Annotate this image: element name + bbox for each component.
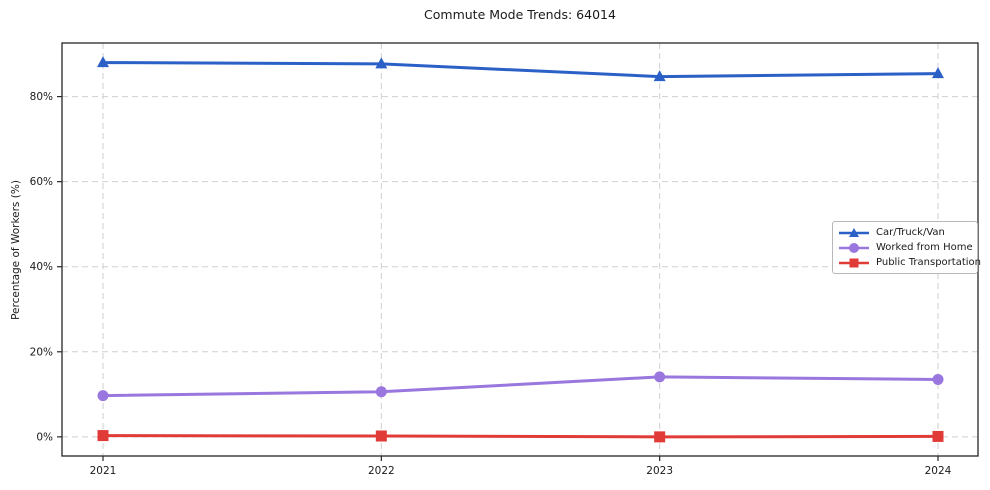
data-point-marker <box>653 70 666 82</box>
series-line <box>102 375 939 398</box>
legend-item-label: Public Transportation <box>876 257 981 268</box>
legend-marker-icon <box>839 242 869 253</box>
y-tick-label: 0% <box>36 431 53 443</box>
data-point-marker <box>654 431 666 443</box>
legend: Car/Truck/Van Worked from Home Public Tran… <box>832 221 981 274</box>
y-tick-label: 80% <box>30 91 53 103</box>
legend-marker-icon <box>839 227 869 237</box>
y-tick-label: 40% <box>30 261 53 273</box>
legend-marker-icon <box>839 258 869 267</box>
legend-item-label: Car/Truck/Van <box>876 227 945 238</box>
series-line <box>102 61 939 79</box>
legend-item: Car/Truck/Van <box>838 225 971 240</box>
series-line <box>102 434 939 439</box>
legend-item: Worked from Home <box>838 240 973 255</box>
legend-item-label: Worked from Home <box>876 242 973 253</box>
data-point-marker <box>375 57 388 69</box>
x-tick-label: 2022 <box>368 465 395 477</box>
data-point-marker <box>932 430 944 442</box>
data-point-marker <box>97 56 109 68</box>
data-point-marker <box>932 373 944 385</box>
data-point-marker <box>375 386 387 398</box>
legend-item: Public Transportation <box>838 255 981 270</box>
x-tick-label: 2024 <box>925 465 952 477</box>
x-tick-label: 2023 <box>646 465 673 477</box>
data-point-marker <box>375 430 387 442</box>
data-point-marker <box>932 67 944 79</box>
x-tick-label: 2021 <box>90 465 117 477</box>
data-point-marker <box>97 390 109 402</box>
y-tick-label: 60% <box>30 176 53 188</box>
chart-title: Commute Mode Trends: 64014 <box>424 7 616 22</box>
data-point-marker <box>654 371 666 383</box>
plot-border <box>61 42 979 457</box>
y-tick-label: 20% <box>30 346 53 358</box>
data-point-marker <box>97 430 109 442</box>
